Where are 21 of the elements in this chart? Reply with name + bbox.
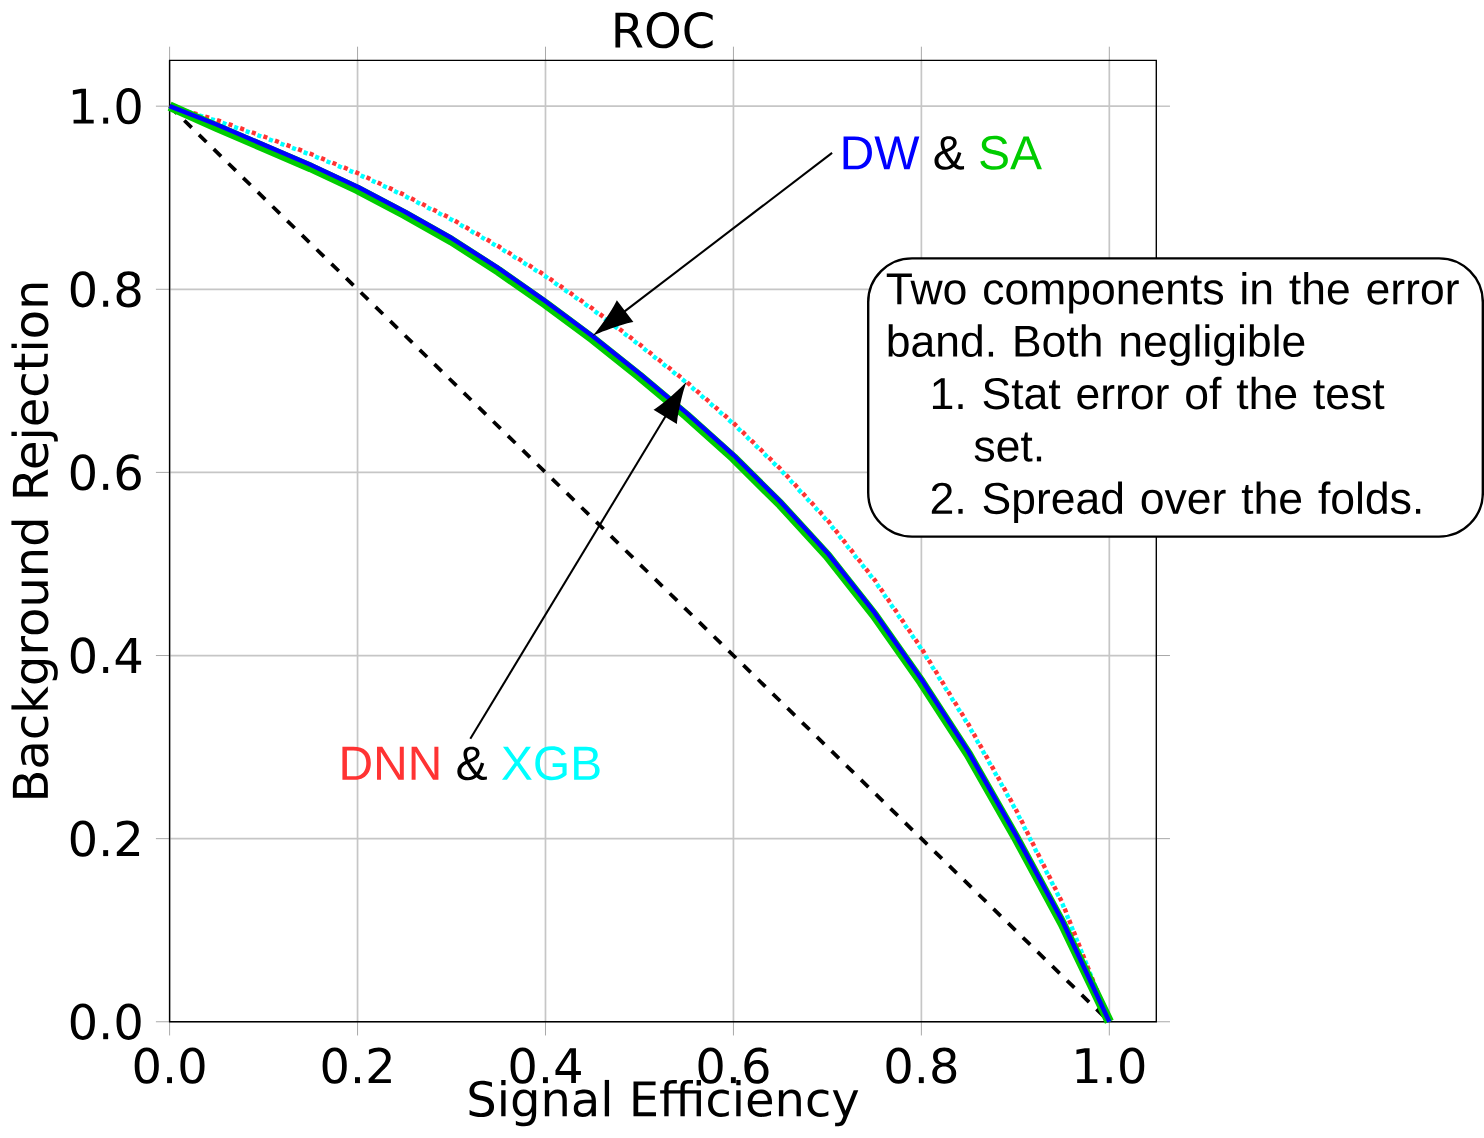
text: DNN [342,747,439,780]
annotation: & [934,136,965,170]
text: DW [843,136,920,170]
chart-title: ROC [615,12,713,49]
annotation: Two components in the error band. Both negligible [886,272,1459,366]
text: XGB [502,746,600,781]
text: SA [980,136,1042,170]
annotation: & [457,746,487,781]
y-tick-label: 0.2 [70,820,140,857]
x-tick-label: 0.0 [134,1047,205,1084]
y-tick-label: 0.6 [70,454,141,491]
y-tick-label: 1.0 [72,88,141,125]
y-axis-title: Background Rejection [11,283,58,798]
x-tick-label: 1.0 [1076,1047,1145,1084]
y-tick-label: 0.8 [70,271,141,308]
annotation: 2. Spread over the folds. [931,481,1421,524]
x-tick-label: 0.2 [322,1047,391,1084]
x-tick-label: 0.8 [886,1047,957,1084]
y-tick-label: 0.0 [70,1003,141,1041]
y-tick-label: 0.4 [70,637,142,674]
annotation: 1. Stat error of the test set. [932,376,1385,462]
